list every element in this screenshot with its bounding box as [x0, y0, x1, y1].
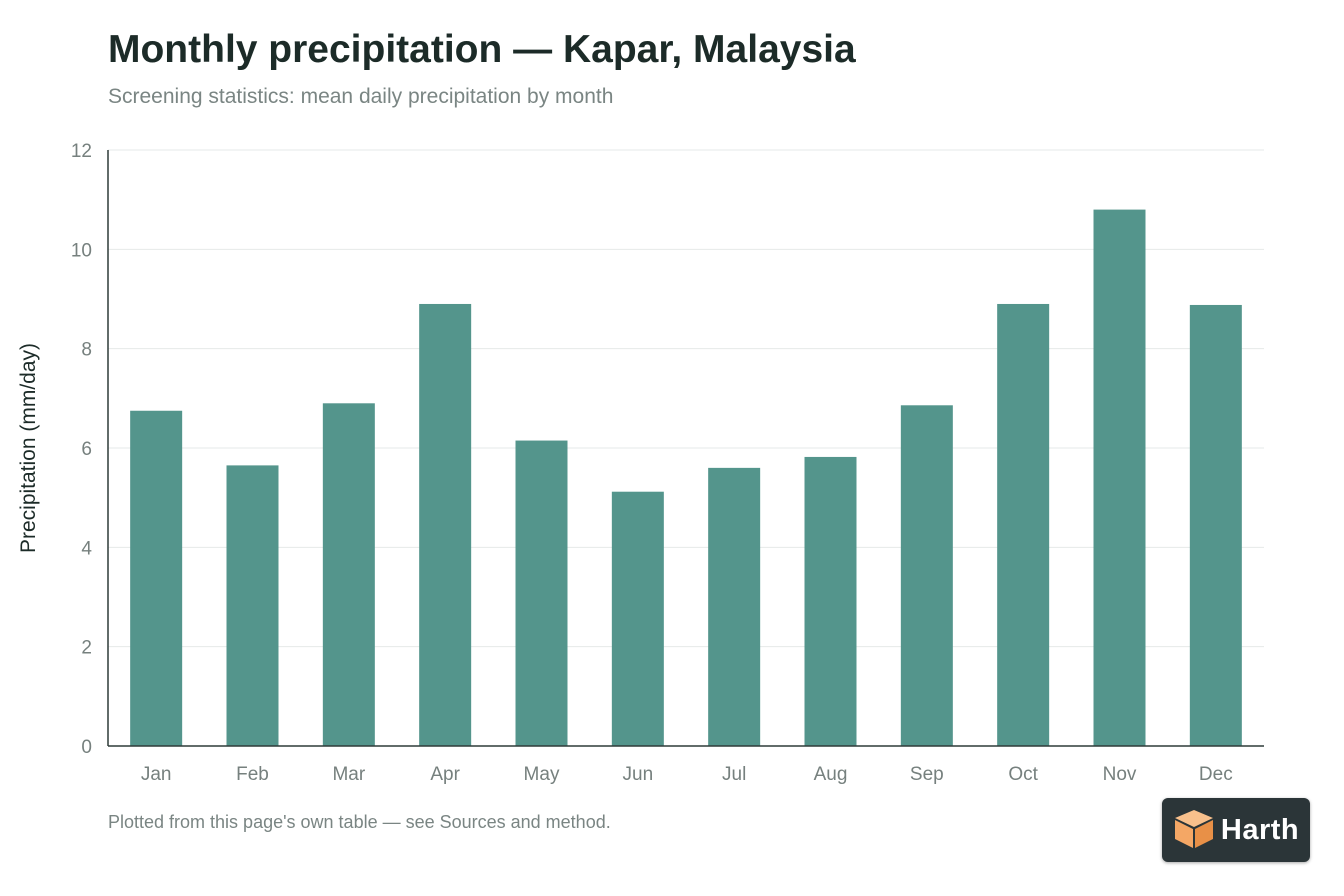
- bar-mar[interactable]: [322, 403, 375, 746]
- x-tick-label: Feb: [236, 764, 269, 785]
- bar-jan[interactable]: [130, 410, 183, 746]
- y-tick-label: 6: [81, 439, 92, 460]
- bar-jun[interactable]: [611, 491, 664, 746]
- bar-aug[interactable]: [804, 456, 857, 746]
- footnote: Plotted from this page's own table — see…: [108, 812, 611, 832]
- chart-title: Monthly precipitation — Kapar, Malaysia: [108, 28, 856, 71]
- x-tick-label: Aug: [814, 764, 848, 785]
- cube-logo-icon: [1174, 810, 1213, 848]
- bar-chart: 0 2 4 6 8 10 12 Jan Feb Mar Apr May Jun Jul Aug Sep Oct N…: [17, 141, 1264, 785]
- x-tick-label: Oct: [1008, 764, 1038, 785]
- x-tick-label: Dec: [1199, 764, 1233, 785]
- y-tick-label: 8: [81, 340, 92, 361]
- y-tick-label: 4: [81, 538, 92, 559]
- bar-apr[interactable]: [419, 303, 472, 746]
- x-tick-label: Apr: [430, 764, 460, 785]
- bar-dec[interactable]: [1189, 304, 1242, 746]
- bar-feb[interactable]: [226, 465, 279, 746]
- x-tick-label: May: [524, 764, 560, 785]
- chart-subtitle: Screening statistics: mean daily precipi…: [108, 85, 614, 108]
- x-tick-label: Nov: [1103, 764, 1137, 785]
- brand-badge[interactable]: Harth: [1162, 798, 1310, 862]
- bar-may[interactable]: [515, 440, 568, 746]
- x-tick-label: Jan: [141, 764, 172, 785]
- bars: [130, 209, 1242, 747]
- brand-name: Harth: [1220, 813, 1300, 846]
- y-tick-label: 12: [71, 141, 92, 162]
- gridlines: [108, 149, 1264, 648]
- y-tick-label: 0: [81, 737, 92, 758]
- bar-nov[interactable]: [1093, 209, 1146, 747]
- axes: [107, 150, 1264, 747]
- tick-labels: 0 2 4 6 8 10 12 Jan Feb Mar Apr May Jun Jul Aug Sep Oct N…: [71, 141, 1233, 785]
- y-axis-title: Precipitation (mm/day): [17, 343, 40, 553]
- y-tick-label: 10: [71, 240, 92, 261]
- x-tick-label: Sep: [910, 764, 944, 785]
- y-tick-label: 2: [81, 638, 92, 659]
- x-tick-label: Jul: [722, 764, 746, 785]
- x-tick-label: Jun: [623, 764, 654, 785]
- bar-sep[interactable]: [900, 405, 953, 746]
- bar-jul[interactable]: [708, 467, 761, 746]
- bar-oct[interactable]: [997, 303, 1050, 746]
- x-tick-label: Mar: [332, 764, 365, 785]
